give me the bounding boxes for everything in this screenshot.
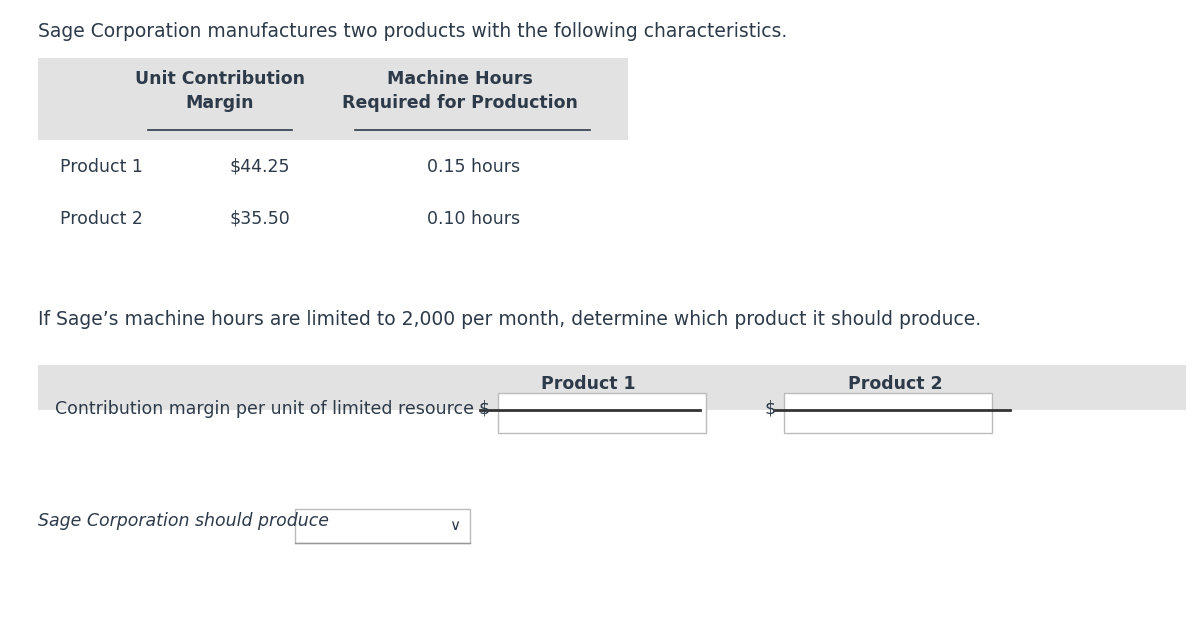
FancyBboxPatch shape	[498, 393, 706, 433]
Text: Machine Hours
Required for Production: Machine Hours Required for Production	[342, 70, 578, 112]
Text: $44.25: $44.25	[229, 158, 290, 176]
Text: 0.15 hours: 0.15 hours	[427, 158, 520, 176]
Text: $: $	[479, 400, 490, 418]
Text: $: $	[764, 400, 776, 418]
Text: If Sage’s machine hours are limited to 2,000 per month, determine which product : If Sage’s machine hours are limited to 2…	[38, 310, 982, 329]
Text: Product 1: Product 1	[541, 375, 635, 393]
FancyBboxPatch shape	[38, 58, 628, 140]
Text: Sage Corporation manufactures two products with the following characteristics.: Sage Corporation manufactures two produc…	[38, 22, 787, 41]
Text: Product 1: Product 1	[60, 158, 143, 176]
FancyBboxPatch shape	[38, 140, 628, 315]
Text: Sage Corporation should produce: Sage Corporation should produce	[38, 512, 329, 530]
Text: $35.50: $35.50	[229, 210, 290, 228]
FancyBboxPatch shape	[784, 393, 992, 433]
Text: ∨: ∨	[450, 518, 461, 533]
Text: Unit Contribution
Margin: Unit Contribution Margin	[134, 70, 305, 112]
Text: Contribution margin per unit of limited resource: Contribution margin per unit of limited …	[55, 400, 474, 418]
Text: Product 2: Product 2	[60, 210, 143, 228]
FancyBboxPatch shape	[38, 365, 1186, 410]
FancyBboxPatch shape	[295, 509, 470, 543]
FancyBboxPatch shape	[38, 410, 1186, 495]
Text: 0.10 hours: 0.10 hours	[427, 210, 520, 228]
Text: Product 2: Product 2	[847, 375, 942, 393]
